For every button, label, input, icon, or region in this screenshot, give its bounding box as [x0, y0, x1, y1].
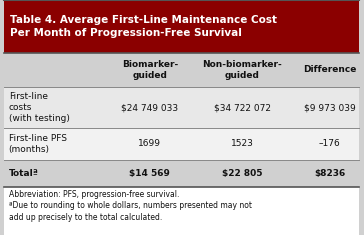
Text: Table 4. Average First-Line Maintenance Cost
Per Month of Progression-Free Survi: Table 4. Average First-Line Maintenance … — [10, 15, 277, 38]
Text: Totalª: Totalª — [9, 169, 39, 178]
Text: First-line
costs
(with testing): First-line costs (with testing) — [9, 92, 70, 123]
Text: $34 722 072: $34 722 072 — [214, 103, 271, 112]
Bar — [4, 160, 359, 187]
Text: Non-biomarker-
guided: Non-biomarker- guided — [203, 60, 282, 80]
Text: Difference: Difference — [303, 65, 356, 74]
Text: $14 569: $14 569 — [129, 169, 170, 178]
Text: Biomarker-
guided: Biomarker- guided — [122, 60, 178, 80]
Text: Abbreviation: PFS, progression-free survival.
ªDue to rounding to whole dollars,: Abbreviation: PFS, progression-free surv… — [9, 190, 252, 222]
Text: $8236: $8236 — [314, 169, 345, 178]
Text: –176: –176 — [319, 139, 341, 149]
Text: 1523: 1523 — [231, 139, 254, 149]
Bar — [4, 187, 359, 235]
Text: First-line PFS
(months): First-line PFS (months) — [9, 134, 67, 154]
Text: $9 973 039: $9 973 039 — [304, 103, 356, 112]
Bar — [4, 0, 359, 53]
Text: $24 749 033: $24 749 033 — [121, 103, 178, 112]
Bar — [4, 87, 359, 128]
Bar — [4, 128, 359, 160]
Text: $22 805: $22 805 — [222, 169, 263, 178]
Text: 1699: 1699 — [138, 139, 161, 149]
Bar — [4, 53, 359, 87]
